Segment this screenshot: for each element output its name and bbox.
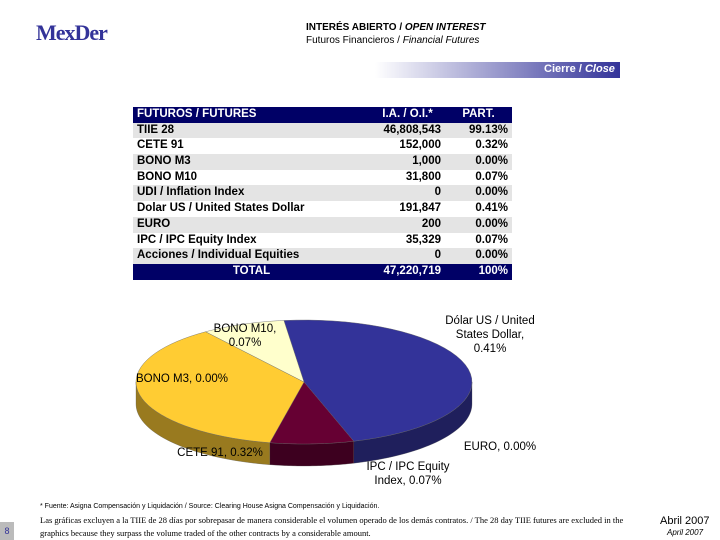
pie-label: 0.41%	[474, 343, 507, 355]
table-cell: 0.07%	[475, 233, 508, 246]
table-row: IPC / IPC Equity Index 35,329 0.07%	[133, 232, 512, 249]
subtitle: Futuros Financieros / Financial Futures	[306, 35, 479, 46]
table-cell: 0.07%	[475, 170, 508, 183]
table-cell: IPC / IPC Equity Index	[137, 233, 257, 246]
pie-slice	[269, 381, 355, 445]
pie-label: CETE 91, 0.32%	[177, 447, 263, 459]
subtitle-es: Futuros Financieros /	[306, 35, 403, 46]
table-cell: 47,220,719	[383, 264, 441, 277]
table-cell: FUTUROS / FUTURES	[137, 108, 257, 120]
table-cell: Acciones / Individual Equities	[137, 249, 300, 262]
table-cell: TOTAL	[232, 264, 271, 277]
table-cell: 200	[421, 217, 441, 230]
pie-label: BONO M10,	[214, 323, 277, 335]
table-header: FUTUROS / FUTURES I.A. / O.I.* PART.	[133, 107, 512, 123]
table-cell: 0	[434, 186, 441, 199]
logo: MexDer	[36, 20, 108, 45]
table: FUTUROS / FUTURES I.A. / O.I.* PART. TIIE 2…	[133, 107, 512, 280]
pie-side	[269, 441, 354, 467]
pie-label: BONO M3, 0.00%	[136, 373, 228, 385]
badge-en: Close	[584, 63, 615, 75]
pie-label: States Dollar,	[456, 329, 524, 341]
table-cell: 35,329	[405, 233, 441, 246]
table-cell: CETE 91	[137, 139, 184, 152]
table-cell: BONO M3	[137, 155, 191, 168]
title-es: INTERÉS ABIERTO /	[306, 22, 405, 33]
table-cell: 46,808,543	[383, 123, 441, 136]
pie-slice	[283, 319, 473, 442]
table-cell: TIIE 28	[137, 123, 175, 136]
badge-es: Cierre /	[544, 63, 585, 75]
date-es: Abril 2007	[660, 515, 710, 527]
note: Las gráficas excluyen a la TIIE de 28 dí…	[40, 515, 624, 538]
badge-bar	[130, 62, 620, 78]
pie-label: Index, 0.07%	[374, 475, 441, 487]
table-total: TOTAL 47,220,719 100%	[133, 263, 512, 280]
table-cell: 0.00%	[475, 155, 508, 168]
table-cell: BONO M10	[137, 170, 198, 183]
pie-slice	[135, 331, 305, 443]
table-row: UDI / Inflation Index 0 0.00%	[133, 185, 512, 202]
table-cell: PART.	[462, 108, 495, 120]
table-cell: EURO	[137, 217, 171, 230]
badge: Cierre / Close	[544, 63, 615, 75]
source: * Fuente: Asigna Compensación y Liquidac…	[40, 503, 380, 510]
pie-chart: Dólar US / United States Dollar, 0.41% EURO…	[135, 315, 536, 487]
table-cell: Dolar US / United States Dollar	[137, 202, 305, 215]
table-row: TIIE 28 46,808,543 99.13%	[133, 122, 512, 139]
table-row: EURO 200 0.00%	[133, 216, 512, 233]
page-number: 8	[0, 522, 14, 540]
table-cell: 0.00%	[475, 217, 508, 230]
pie-slice	[205, 320, 305, 383]
table-row: BONO M10 31,800 0.07%	[133, 169, 512, 186]
table-cell: UDI / Inflation Index	[137, 186, 245, 199]
title: INTERÉS ABIERTO / OPEN INTEREST	[306, 22, 485, 33]
table-cell: 99.13%	[468, 123, 508, 136]
subtitle-en: Financial Futures	[402, 35, 480, 46]
pie-label: 0.07%	[229, 337, 262, 349]
title-en: OPEN INTEREST	[404, 22, 486, 33]
table-cell: 0.00%	[475, 186, 508, 199]
pie-label: Dólar US / United	[445, 315, 534, 327]
table-row: CETE 91 152,000 0.32%	[133, 138, 512, 155]
table-cell: 0.41%	[475, 202, 508, 215]
table-cell: 0	[434, 249, 441, 262]
table-row: BONO M3 1,000 0.00%	[133, 154, 512, 170]
date-en: April 2007	[667, 528, 704, 537]
table-cell: 31,800	[405, 170, 441, 183]
pie-label: IPC / IPC Equity	[366, 461, 449, 473]
table-cell: 1,000	[412, 155, 441, 168]
table-row: Dolar US / United States Dollar 191,847 0.…	[133, 201, 512, 217]
pie-label: EURO, 0.00%	[464, 441, 536, 453]
table-cell: 191,847	[399, 202, 441, 215]
table-cell: 100%	[478, 264, 508, 277]
table-cell: I.A. / O.I.*	[382, 108, 433, 120]
table-cell: 152,000	[399, 139, 441, 152]
table-cell: 0.32%	[475, 139, 508, 152]
table-row: Acciones / Individual Equities 0 0.00%	[133, 248, 512, 264]
table-cell: 0.00%	[475, 249, 508, 262]
